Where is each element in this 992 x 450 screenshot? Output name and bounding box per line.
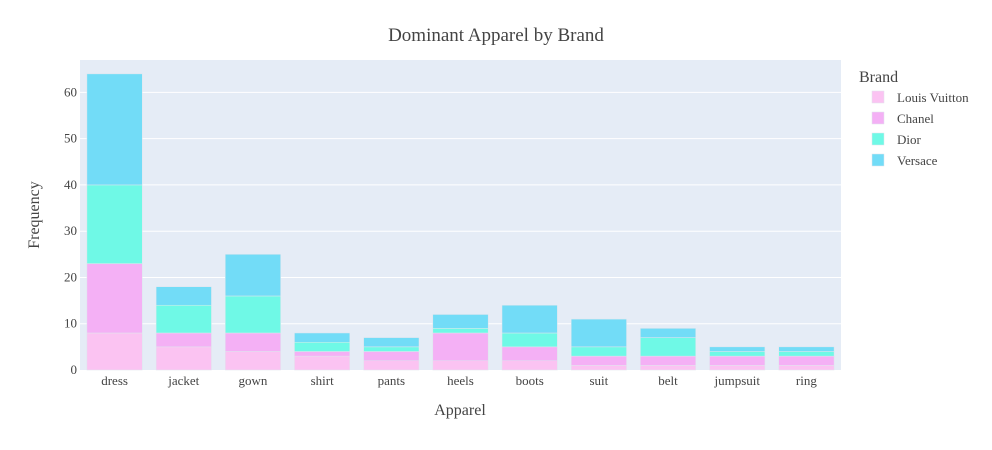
bar-ring-chanel [778,355,835,366]
y-tick-label: 60 [64,84,77,99]
bars [86,73,835,371]
bar-boots-louis-vuitton [501,360,558,371]
y-tick-label: 30 [64,223,77,238]
legend-swatch [871,153,885,167]
legend-swatch [871,90,885,104]
x-tick-label: dress [101,373,128,388]
legend-swatch [871,111,885,125]
bar-gown-dior [225,295,281,334]
bar-belt-dior [640,337,696,357]
x-axis-title: Apparel [434,402,486,419]
legend-swatch [871,132,885,146]
legend-label: Versace [897,153,938,168]
chart-title: Dominant Apparel by Brand [388,25,604,46]
x-tick-label: pants [378,373,405,388]
bar-ring-dior [778,351,835,357]
x-axis-ticks: dress jacket gown shirt pants heels boots suit b… [101,373,817,388]
x-tick-label: shirt [311,373,335,388]
bar-pants-dior [363,346,420,352]
bar-dress-dior [86,184,143,264]
bar-suit-louis-vuitton [570,365,627,371]
x-tick-label: jacket [167,373,199,388]
y-tick-label: 40 [64,177,77,192]
bar-jacket-dior [155,304,212,334]
legend-title: Brand [859,69,898,86]
bar-jumpsuit-chanel [709,355,766,366]
bar-belt-louis-vuitton [640,365,696,371]
bar-shirt-dior [294,341,351,352]
y-axis-title: Frequency [26,181,43,249]
bar-heels-dior [432,328,489,334]
bar-jumpsuit-versace [709,346,766,352]
bar-gown-louis-vuitton [225,351,281,371]
legend: Brand Louis Vuitton Chanel Dior Versace [859,69,969,168]
bar-pants-versace [363,337,420,348]
bar-jacket-chanel [155,332,212,348]
bar-dress-versace [86,73,143,186]
x-tick-label: suit [589,373,608,388]
x-tick-label: ring [796,373,817,388]
x-tick-label: jumpsuit [713,373,760,388]
bar-jacket-louis-vuitton [155,346,212,371]
bar-jumpsuit-louis-vuitton [709,365,766,371]
legend-label: Louis Vuitton [897,90,969,105]
x-tick-label: belt [658,373,678,388]
bar-belt-chanel [640,355,696,366]
bar-gown-chanel [225,332,281,352]
bar-shirt-versace [294,332,351,343]
x-tick-label: boots [516,373,544,388]
bar-heels-chanel [432,332,489,361]
bar-dress-louis-vuitton [86,332,143,371]
bar-heels-versace [432,314,489,329]
x-tick-label: heels [447,373,474,388]
bar-suit-chanel [570,355,627,366]
legend-label: Chanel [897,111,934,126]
bar-heels-louis-vuitton [432,360,489,371]
bar-boots-dior [501,332,558,348]
bar-dress-chanel [86,263,143,334]
y-tick-label: 50 [64,131,77,146]
bar-shirt-louis-vuitton [294,355,351,371]
bar-shirt-chanel [294,351,351,357]
bar-ring-louis-vuitton [778,365,835,371]
bar-ring-versace [778,346,835,352]
bar-jumpsuit-dior [709,351,766,357]
legend-label: Dior [897,132,922,147]
x-tick-label: gown [239,373,268,388]
bar-suit-dior [570,346,627,357]
bar-pants-chanel [363,351,420,361]
bar-boots-chanel [501,346,558,361]
y-axis-ticks: 0 10 20 30 40 50 60 [64,84,77,377]
bar-suit-versace [570,318,627,348]
bar-pants-louis-vuitton [363,360,420,371]
bar-gown-versace [225,254,281,297]
y-tick-label: 10 [64,316,77,331]
y-tick-label: 20 [64,269,77,284]
bar-boots-versace [501,304,558,334]
bar-belt-versace [640,328,696,338]
y-tick-label: 0 [71,362,78,377]
bar-jacket-versace [155,286,212,306]
